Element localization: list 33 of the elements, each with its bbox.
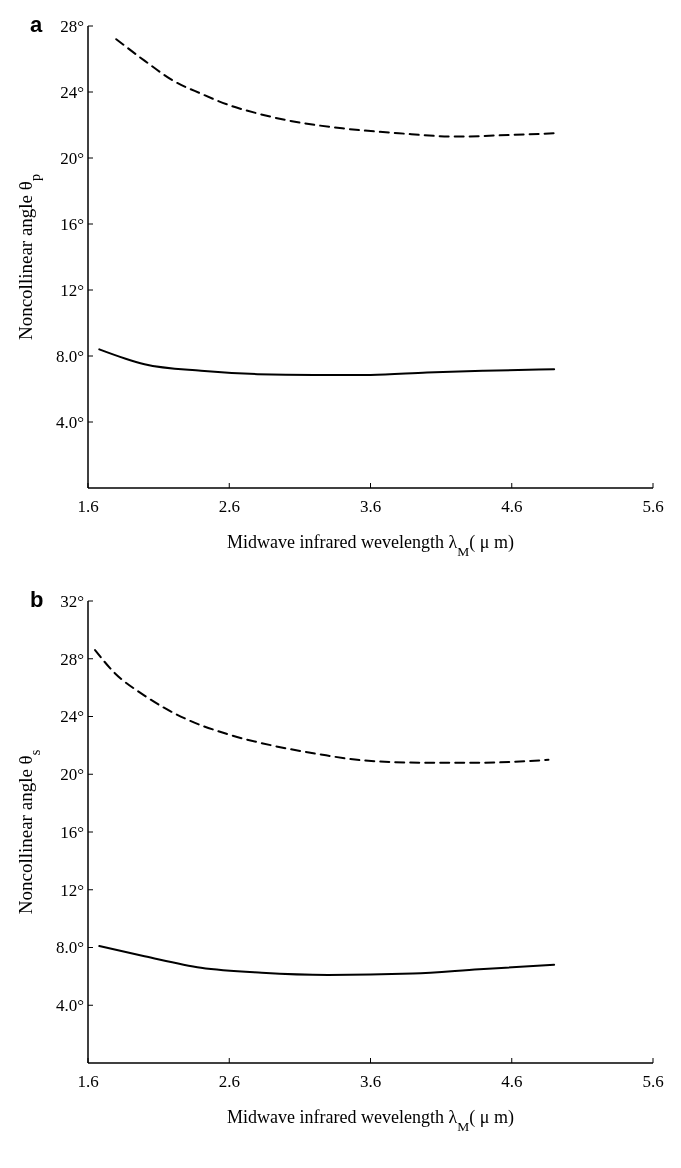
y-tick-label: 28° bbox=[60, 649, 84, 669]
x-tick-label: 5.6 bbox=[642, 1072, 664, 1091]
line-series bbox=[98, 945, 556, 976]
x-tick-label: 3.6 bbox=[359, 497, 382, 516]
x-tick-label: 5.6 bbox=[642, 497, 664, 516]
y-tick-label: 12° bbox=[60, 280, 84, 300]
line-series bbox=[115, 38, 556, 138]
x-tick-label: 4.6 bbox=[501, 1072, 523, 1091]
line-series bbox=[98, 348, 556, 376]
x-tick-label: 3.6 bbox=[359, 1072, 382, 1091]
chart-title: a bbox=[30, 12, 43, 37]
y-tick-label: 20° bbox=[60, 765, 84, 785]
y-tick-label: 28° bbox=[60, 16, 84, 36]
y-tick-label: 8.0° bbox=[55, 938, 84, 958]
x-tick-label: 2.6 bbox=[218, 1072, 240, 1091]
y-tick-label: 12° bbox=[60, 880, 84, 900]
y-tick-label: 4.0° bbox=[55, 996, 84, 1016]
x-tick-label: 1.6 bbox=[77, 1072, 99, 1091]
y-tick-label: 8.0° bbox=[55, 346, 84, 366]
y-tick-label: 16° bbox=[60, 214, 84, 234]
y-tick-label: 24° bbox=[60, 82, 84, 102]
chart-title: b bbox=[30, 587, 44, 612]
x-tick-label: 4.6 bbox=[501, 497, 523, 516]
y-tick-label: 4.0° bbox=[55, 412, 84, 432]
y-tick-label: 24° bbox=[60, 707, 84, 727]
y-tick-label: 20° bbox=[60, 148, 84, 168]
x-axis-title: Midwave infrared wevelength λ$_{M}$( μ m) bbox=[227, 1107, 514, 1134]
line-series bbox=[94, 649, 550, 764]
x-axis-title: Midwave infrared wevelength λ$_{M}$( μ m) bbox=[227, 532, 514, 559]
x-tick-label: 2.6 bbox=[218, 497, 240, 516]
y-tick-label: 32° bbox=[60, 591, 84, 611]
y-tick-label: 16° bbox=[60, 822, 84, 842]
x-tick-label: 1.6 bbox=[77, 497, 99, 516]
